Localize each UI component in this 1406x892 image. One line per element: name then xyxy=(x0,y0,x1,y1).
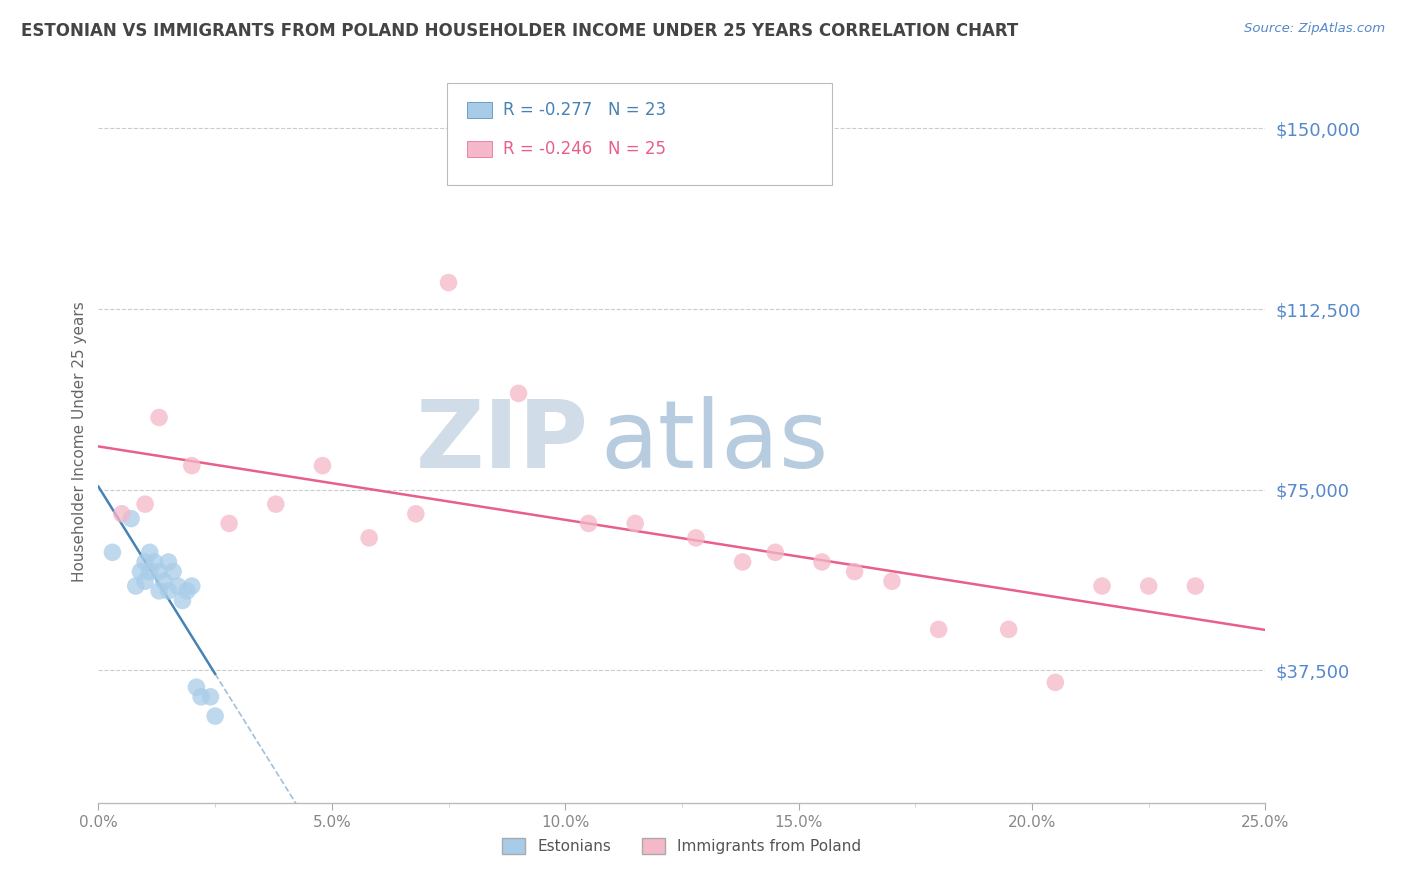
Point xyxy=(152,574,174,589)
Point xyxy=(880,574,903,589)
Point xyxy=(180,579,202,593)
Text: ZIP: ZIP xyxy=(416,395,589,488)
Point xyxy=(172,593,194,607)
Text: Source: ZipAtlas.com: Source: ZipAtlas.com xyxy=(1244,22,1385,36)
Point xyxy=(148,565,170,579)
Point xyxy=(1184,579,1206,593)
Point xyxy=(101,545,124,559)
Text: atlas: atlas xyxy=(600,395,828,488)
Point xyxy=(111,507,134,521)
Point xyxy=(134,574,156,589)
Point xyxy=(1091,579,1114,593)
Point xyxy=(190,690,212,704)
Point xyxy=(928,623,950,637)
Point xyxy=(129,565,152,579)
Point xyxy=(143,555,166,569)
Y-axis label: Householder Income Under 25 years: Householder Income Under 25 years xyxy=(72,301,87,582)
Point xyxy=(508,386,530,401)
Legend: Estonians, Immigrants from Poland: Estonians, Immigrants from Poland xyxy=(496,832,868,860)
Point xyxy=(200,690,222,704)
Point xyxy=(139,565,162,579)
Point xyxy=(134,497,156,511)
Point xyxy=(157,583,180,598)
Point xyxy=(997,623,1019,637)
Point xyxy=(811,555,834,569)
Point xyxy=(166,579,188,593)
Point xyxy=(1137,579,1160,593)
Point xyxy=(204,709,226,723)
Point xyxy=(134,555,156,569)
Text: R = -0.246   N = 25: R = -0.246 N = 25 xyxy=(503,140,666,158)
Point xyxy=(685,531,707,545)
Point xyxy=(148,583,170,598)
Point xyxy=(844,565,866,579)
Point xyxy=(120,511,142,525)
Point xyxy=(180,458,202,473)
Point xyxy=(311,458,333,473)
Point xyxy=(578,516,600,531)
Point xyxy=(437,276,460,290)
Point xyxy=(1045,675,1067,690)
Point xyxy=(162,565,184,579)
Point xyxy=(186,680,208,694)
Point xyxy=(624,516,647,531)
Point xyxy=(157,555,180,569)
Point xyxy=(264,497,287,511)
Point xyxy=(218,516,240,531)
Point xyxy=(405,507,427,521)
Point xyxy=(176,583,198,598)
Point xyxy=(359,531,381,545)
Point xyxy=(731,555,754,569)
Text: ESTONIAN VS IMMIGRANTS FROM POLAND HOUSEHOLDER INCOME UNDER 25 YEARS CORRELATION: ESTONIAN VS IMMIGRANTS FROM POLAND HOUSE… xyxy=(21,22,1018,40)
Point xyxy=(148,410,170,425)
Point xyxy=(125,579,148,593)
Text: R = -0.277   N = 23: R = -0.277 N = 23 xyxy=(503,101,666,119)
Point xyxy=(139,545,162,559)
Point xyxy=(763,545,786,559)
